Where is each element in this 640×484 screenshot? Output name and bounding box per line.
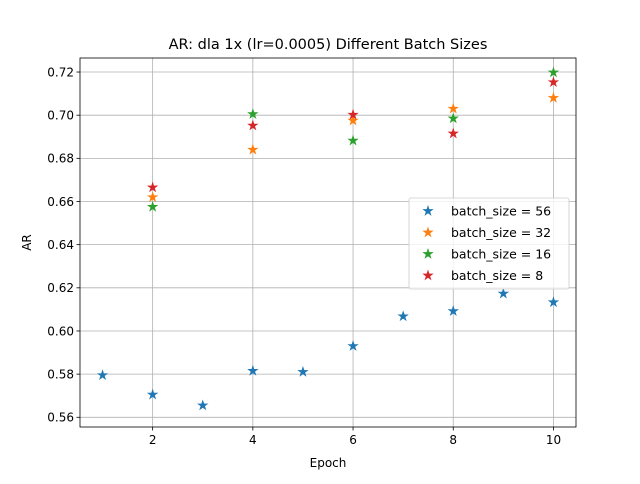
data-point	[146, 388, 159, 400]
legend-label: batch_size = 56	[451, 204, 551, 219]
legend-label: batch_size = 8	[451, 268, 543, 283]
y-tick-label: 0.62	[47, 281, 74, 295]
data-point	[197, 399, 209, 411]
data-point	[397, 310, 409, 322]
data-point	[96, 369, 109, 381]
series-2-markers	[146, 66, 560, 212]
data-point	[547, 76, 560, 87]
x-axis-label: Epoch	[310, 456, 347, 470]
data-point	[547, 296, 560, 308]
data-point	[247, 364, 259, 376]
data-point	[247, 119, 259, 131]
data-point	[447, 112, 459, 124]
x-tick-label: 6	[349, 433, 357, 447]
x-tick-label: 4	[249, 433, 257, 447]
legend-box	[408, 197, 570, 290]
series-1-markers	[146, 91, 560, 203]
legend-items: batch_size = 56 batch_size = 32 batch_size…	[422, 204, 551, 283]
y-axis-label: AR	[20, 234, 34, 251]
data-point	[347, 108, 359, 120]
y-tick-label: 0.72	[47, 65, 74, 79]
x-tick-label: 10	[546, 433, 561, 447]
x-tick-label: 8	[449, 433, 457, 447]
series-0-markers	[96, 287, 560, 411]
series-3-markers	[146, 76, 560, 193]
y-tick-label: 0.60	[47, 324, 74, 338]
y-tick-label: 0.56	[47, 411, 74, 425]
x-tick-label: 2	[149, 433, 157, 447]
y-tick-label: 0.66	[47, 195, 74, 209]
data-point	[247, 143, 259, 155]
data-point	[447, 305, 459, 316]
data-point	[347, 114, 359, 126]
data-point	[547, 91, 560, 103]
data-point	[247, 108, 259, 119]
data-point	[146, 200, 159, 212]
y-tick-label: 0.70	[47, 108, 74, 122]
data-markers	[96, 66, 560, 411]
data-point	[447, 102, 459, 114]
data-point	[347, 340, 359, 351]
data-point	[146, 191, 159, 203]
data-point	[347, 134, 359, 146]
axis-ticks: 2 4 6 8 10 0.56 0.58 0.60 0.62 0.64 0.66 0.68 0.70 0.…	[47, 65, 561, 447]
y-tick-label: 0.58	[47, 367, 74, 381]
chart-title: AR: dla 1x (lr=0.0005) Different Batch S…	[169, 37, 488, 53]
y-tick-label: 0.64	[47, 238, 74, 252]
legend-marker	[422, 269, 434, 281]
plot-frame	[79, 57, 577, 428]
data-point	[297, 365, 309, 377]
legend-marker	[422, 248, 434, 259]
legend-marker	[422, 205, 434, 216]
data-point	[447, 127, 459, 139]
legend: batch_size = 56 batch_size = 32 batch_size…	[408, 197, 570, 290]
data-point	[547, 66, 560, 78]
y-tick-label: 0.68	[47, 152, 74, 166]
legend-label: batch_size = 16	[451, 247, 551, 262]
legend-marker	[422, 226, 434, 238]
data-point	[497, 287, 510, 299]
legend-label: batch_size = 32	[451, 225, 551, 240]
data-point	[146, 181, 159, 193]
